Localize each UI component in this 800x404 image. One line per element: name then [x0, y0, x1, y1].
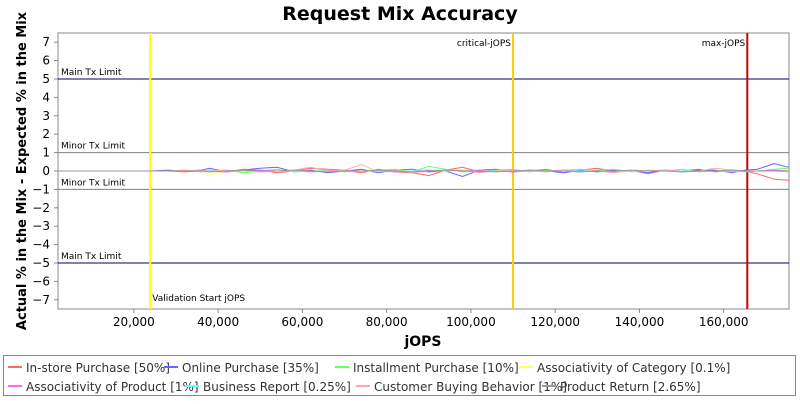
- x-axis-label: jOPS: [403, 334, 441, 350]
- horizontal-markers: Main Tx Limit Minor Tx Limit Minor Tx Limi…: [58, 68, 789, 264]
- legend-item: Associativity of Product [1%]: [8, 380, 199, 394]
- y-tick-label: 3: [42, 109, 50, 123]
- x-tick-label: 80,000: [366, 315, 408, 329]
- y-tick-label: −7: [32, 293, 50, 307]
- series-lines: [58, 163, 790, 181]
- legend: In-store Purchase [50%] Online Purchase […: [3, 355, 796, 396]
- horizontal-marker-label: Main Tx Limit: [61, 68, 122, 78]
- x-tick-label: 100,000: [446, 315, 496, 329]
- legend-label: Associativity of Category [0.1%]: [537, 361, 731, 375]
- legend-item: Installment Purchase [10%]: [335, 361, 519, 375]
- vertical-marker-label: critical-jOPS: [457, 39, 511, 49]
- legend-swatch: [519, 365, 533, 368]
- legend-label: Customer Buying Behavior [1%]: [374, 380, 567, 394]
- y-tick-label: −5: [32, 256, 50, 270]
- y-tick-label: 6: [42, 54, 50, 68]
- legend-swatch: [164, 365, 178, 368]
- y-tick-label: 4: [42, 90, 50, 104]
- y-tick-label: −1: [32, 182, 50, 196]
- y-tick-label: 5: [42, 72, 50, 86]
- x-tick-label: 60,000: [281, 315, 323, 329]
- legend-label: Installment Purchase [10%]: [353, 361, 519, 375]
- legend-swatch: [542, 384, 556, 387]
- legend-swatch: [185, 384, 199, 387]
- legend-swatch: [8, 384, 22, 387]
- x-tick-label: 120,000: [530, 315, 580, 329]
- y-tick-label: −4: [32, 238, 50, 252]
- legend-label: Online Purchase [35%]: [182, 361, 319, 375]
- x-axis-ticks: 20,000 40,000 60,000 80,000 100,000 120,000 14…: [113, 309, 749, 329]
- y-axis-ticks: −7 −6 −5 −4 −3 −2 −1 0 1 2 3 4 5 6 7: [32, 35, 58, 307]
- legend-label: In-store Purchase [50%]: [26, 361, 170, 375]
- x-tick-label: 40,000: [197, 315, 239, 329]
- legend-label: Business Report [0.25%]: [203, 380, 351, 394]
- y-tick-label: 1: [42, 146, 50, 160]
- legend-label: Product Return [2.65%]: [560, 380, 701, 394]
- x-tick-label: 160,000: [699, 315, 749, 329]
- legend-swatch: [8, 365, 22, 368]
- legend-item: Business Report [0.25%]: [185, 380, 351, 394]
- y-tick-label: −3: [32, 219, 50, 233]
- horizontal-marker-label: Minor Tx Limit: [61, 142, 126, 152]
- legend-item: Associativity of Category [0.1%]: [519, 361, 730, 375]
- legend-item: Online Purchase [35%]: [164, 361, 319, 375]
- legend-swatch: [335, 365, 349, 368]
- legend-item: In-store Purchase [50%]: [8, 361, 170, 375]
- vertical-marker-label: Validation Start jOPS: [152, 294, 245, 304]
- legend-item: Customer Buying Behavior [1%]: [356, 380, 567, 394]
- x-tick-label: 140,000: [615, 315, 665, 329]
- series-line-7: [150, 169, 789, 173]
- y-tick-label: 0: [42, 164, 50, 178]
- chart-title: Request Mix Accuracy: [282, 3, 518, 25]
- x-tick-label: 20,000: [113, 315, 155, 329]
- legend-item: Product Return [2.65%]: [542, 380, 701, 394]
- legend-swatch: [356, 384, 370, 387]
- y-tick-label: −6: [32, 274, 50, 288]
- y-tick-label: 2: [42, 127, 50, 141]
- y-axis-label: Actual % in the Mix - Expected % in the …: [15, 11, 30, 330]
- y-tick-label: −2: [32, 201, 50, 215]
- horizontal-marker-label: Main Tx Limit: [61, 252, 122, 262]
- y-tick-label: 7: [42, 35, 50, 49]
- legend-label: Associativity of Product [1%]: [26, 380, 199, 394]
- vertical-marker-label: max-jOPS: [702, 39, 746, 49]
- horizontal-marker-label: Minor Tx Limit: [61, 178, 126, 188]
